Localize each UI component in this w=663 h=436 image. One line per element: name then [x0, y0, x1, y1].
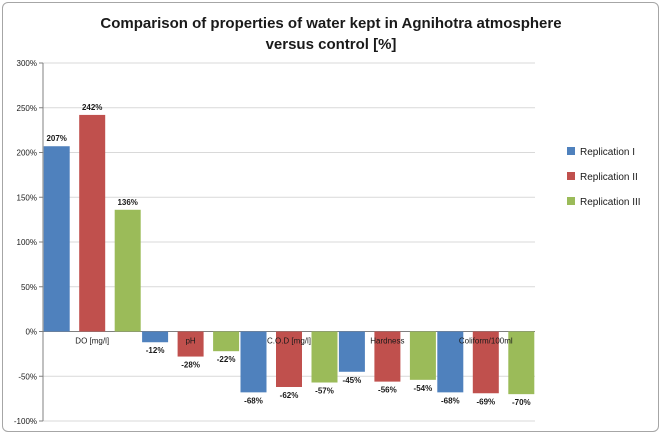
- y-tick-label: 150%: [17, 193, 37, 202]
- data-label: -28%: [181, 361, 200, 370]
- bar-replication-i-1: [43, 146, 70, 332]
- chart-title-line-1: Comparison of properties of water kept i…: [100, 15, 561, 32]
- data-label: 136%: [117, 198, 137, 207]
- data-label: 242%: [82, 103, 102, 112]
- bars: 207% -12% -68% -45% -68% 242% -28% -62% -56% -69%…: [43, 103, 535, 407]
- data-label: -69%: [476, 397, 495, 406]
- bar-replication-iii-3: [311, 331, 338, 383]
- y-tick-label: 200%: [17, 149, 37, 158]
- data-label: -45%: [343, 376, 362, 385]
- bar-replication-i-3: [240, 331, 267, 393]
- bar-replication-ii-3: [276, 331, 302, 387]
- category-label: Coliform/100ml: [459, 337, 513, 346]
- legend: Replication I Replication II Replication I…: [567, 147, 641, 208]
- y-tick-label: 300%: [17, 59, 37, 68]
- category-label: DO [mg/l]: [75, 337, 109, 346]
- data-label: -54%: [414, 384, 433, 393]
- category-label: pH: [185, 337, 195, 346]
- data-label: -12%: [146, 346, 165, 355]
- bar-replication-i-5: [437, 331, 464, 393]
- bar-replication-i-2: [142, 331, 169, 343]
- y-tick-label: 250%: [17, 104, 37, 113]
- data-label: 207%: [46, 134, 66, 143]
- chart-title-line-2: versus control [%]: [266, 36, 397, 53]
- data-label: -22%: [217, 355, 236, 364]
- y-tick-label: 50%: [21, 283, 37, 292]
- legend-label: Replication I: [580, 147, 635, 158]
- bar-replication-ii-1: [79, 114, 106, 332]
- legend-swatch: [567, 197, 575, 205]
- legend-swatch: [567, 172, 575, 180]
- bar-replication-i-4: [338, 331, 365, 372]
- y-tick-label: -50%: [18, 372, 37, 381]
- legend-swatch: [567, 147, 575, 155]
- category-label: Hardness: [370, 337, 404, 346]
- data-label: -68%: [244, 396, 263, 405]
- y-tick-label: 100%: [17, 238, 37, 247]
- bar-replication-iii-5: [508, 331, 535, 395]
- bar-replication-ii-2: [177, 331, 204, 357]
- category-label: C.O.D [mg/l]: [267, 337, 311, 346]
- data-label: -70%: [512, 398, 531, 407]
- bar-replication-ii-4: [374, 331, 401, 382]
- bar-replication-iii-2: [213, 331, 240, 352]
- bar-replication-iii-4: [409, 331, 436, 380]
- data-label: -62%: [280, 391, 299, 400]
- data-label: -68%: [441, 396, 460, 405]
- legend-label: Replication III: [580, 197, 641, 208]
- bar-replication-ii-5: [472, 331, 499, 394]
- data-label: -56%: [378, 386, 397, 395]
- category-labels: DO [mg/l] pH C.O.D [mg/l] Hardness Coliform/…: [75, 337, 513, 346]
- data-label: -57%: [315, 387, 334, 396]
- y-tick-label: -100%: [14, 417, 37, 426]
- bar-replication-iii-1: [114, 209, 141, 332]
- legend-label: Replication II: [580, 172, 638, 183]
- y-tick-label: 0%: [25, 328, 37, 337]
